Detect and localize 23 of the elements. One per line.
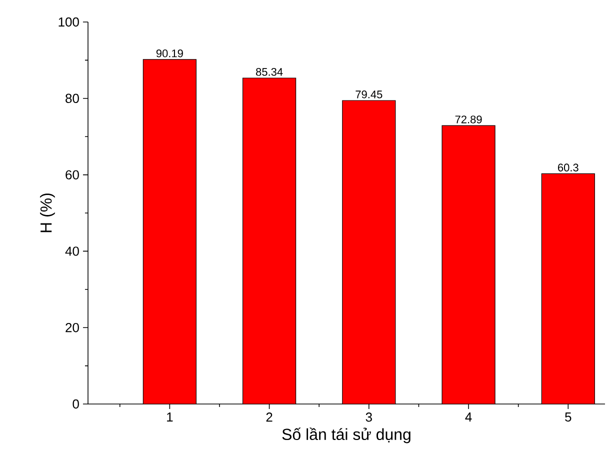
y-tick-label: 100 bbox=[58, 17, 79, 27]
bar bbox=[242, 78, 296, 404]
data-label: 90.19 bbox=[156, 49, 183, 58]
y-tick-label: 60 bbox=[66, 170, 79, 180]
data-label: 72.89 bbox=[455, 116, 482, 124]
bar bbox=[342, 100, 396, 404]
x-tick-label: 1 bbox=[167, 412, 173, 422]
y-tick-label: 40 bbox=[65, 246, 79, 256]
data-label: 85.34 bbox=[256, 68, 283, 76]
x-tick-label: 2 bbox=[266, 412, 272, 422]
data-label: 60.3 bbox=[558, 164, 578, 172]
x-axis-title: Số lần tái sử dụng bbox=[282, 428, 410, 444]
bar bbox=[142, 59, 196, 404]
x-tick-label: 5 bbox=[565, 412, 572, 422]
y-axis-title: H (%) bbox=[40, 194, 55, 232]
data-label: 79.45 bbox=[356, 90, 382, 98]
y-tick-label: 20 bbox=[66, 322, 79, 332]
x-tick-label: 3 bbox=[366, 412, 372, 422]
x-tick-label: 4 bbox=[465, 412, 472, 422]
y-tick-label: 80 bbox=[66, 94, 79, 103]
bar bbox=[442, 125, 496, 404]
bar bbox=[541, 173, 595, 404]
y-tick-label: 0 bbox=[72, 399, 79, 409]
